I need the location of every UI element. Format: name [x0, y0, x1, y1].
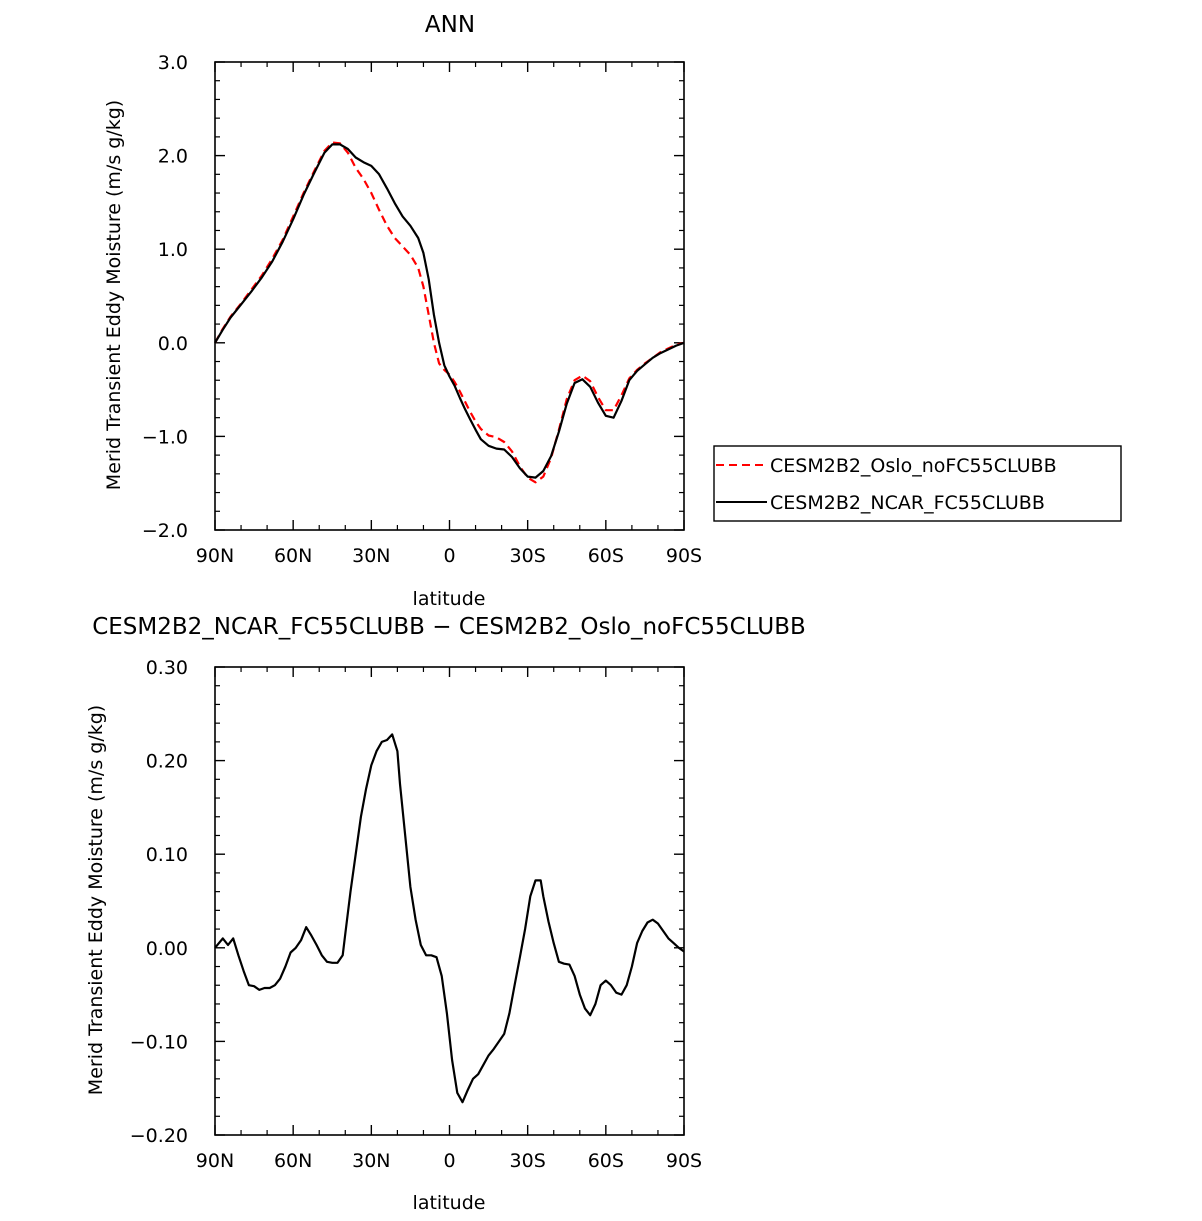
- bottom-plot-frame: [214, 666, 685, 1136]
- bottom-x-tick-label: 30N: [352, 1150, 390, 1172]
- bottom-y-tick-label: 0.10: [146, 844, 188, 866]
- top-x-axis-label: latitude: [413, 588, 486, 610]
- top-x-tick-label: 30S: [510, 545, 546, 567]
- top-y-tick-label: −1.0: [142, 426, 188, 448]
- bottom-x-tick-label: 60S: [588, 1150, 624, 1172]
- top-x-tick-label: 90S: [666, 545, 702, 567]
- top-y-tick-label: 3.0: [158, 52, 188, 74]
- bottom-panel: CESM2B2_NCAR_FC55CLUBB − CESM2B2_Oslo_no…: [85, 614, 806, 1214]
- top-y-tick-label: 0.0: [158, 333, 188, 355]
- top-x-tick-label: 30N: [352, 545, 390, 567]
- bottom-y-tick-label: 0.00: [146, 938, 188, 960]
- legend-box: [713, 445, 1122, 522]
- bottom-x-axis-label: latitude: [413, 1192, 486, 1214]
- bottom-series-line-0: [214, 733, 685, 1104]
- top-series-line-1: [214, 143, 685, 479]
- top-plot-frame: [214, 61, 685, 531]
- bottom-y-tick-label: −0.20: [130, 1125, 188, 1147]
- top-chart-title: ANN: [425, 12, 475, 38]
- bottom-chart-title: CESM2B2_NCAR_FC55CLUBB − CESM2B2_Oslo_no…: [92, 614, 806, 640]
- top-y-tick-label: 2.0: [158, 146, 188, 168]
- top-panel: ANN Merid Transient Eddy Moisture (m/s g…: [103, 12, 702, 610]
- top-x-tick-label: 60N: [274, 545, 312, 567]
- bottom-x-tick-label: 90N: [196, 1150, 234, 1172]
- top-series-line-0: [214, 141, 685, 484]
- bottom-y-axis-label: Merid Transient Eddy Moisture (m/s g/kg): [85, 705, 107, 1095]
- top-x-tick-label: 60S: [588, 545, 624, 567]
- legend-label-ncar: CESM2B2_NCAR_FC55CLUBB: [770, 492, 1045, 514]
- top-axis-ticks: 90N 60N 30N 0 30S 60S 90S 3.0 2.0 1.0 0.0 −1.0 −2.0: [142, 52, 702, 567]
- bottom-x-tick-label: 90S: [666, 1150, 702, 1172]
- bottom-x-tick-label: 60N: [274, 1150, 312, 1172]
- bottom-y-tick-label: 0.30: [146, 657, 188, 679]
- bottom-y-tick-label: −0.10: [130, 1031, 188, 1053]
- top-x-tick-label: 90N: [196, 545, 234, 567]
- bottom-x-tick-label: 0: [443, 1150, 455, 1172]
- top-series-lines: [214, 141, 685, 484]
- top-x-tick-label: 0: [443, 545, 455, 567]
- legend-label-oslo: CESM2B2_Oslo_noFC55CLUBB: [770, 455, 1057, 477]
- legend: CESM2B2_Oslo_noFC55CLUBB CESM2B2_NCAR_FC…: [713, 445, 1122, 522]
- top-y-tick-label: 1.0: [158, 239, 188, 261]
- top-y-tick-label: −2.0: [142, 520, 188, 542]
- bottom-series-lines: [214, 733, 685, 1104]
- bottom-x-tick-label: 30S: [510, 1150, 546, 1172]
- top-y-axis-label: Merid Transient Eddy Moisture (m/s g/kg): [103, 100, 125, 490]
- bottom-y-tick-label: 0.20: [146, 751, 188, 773]
